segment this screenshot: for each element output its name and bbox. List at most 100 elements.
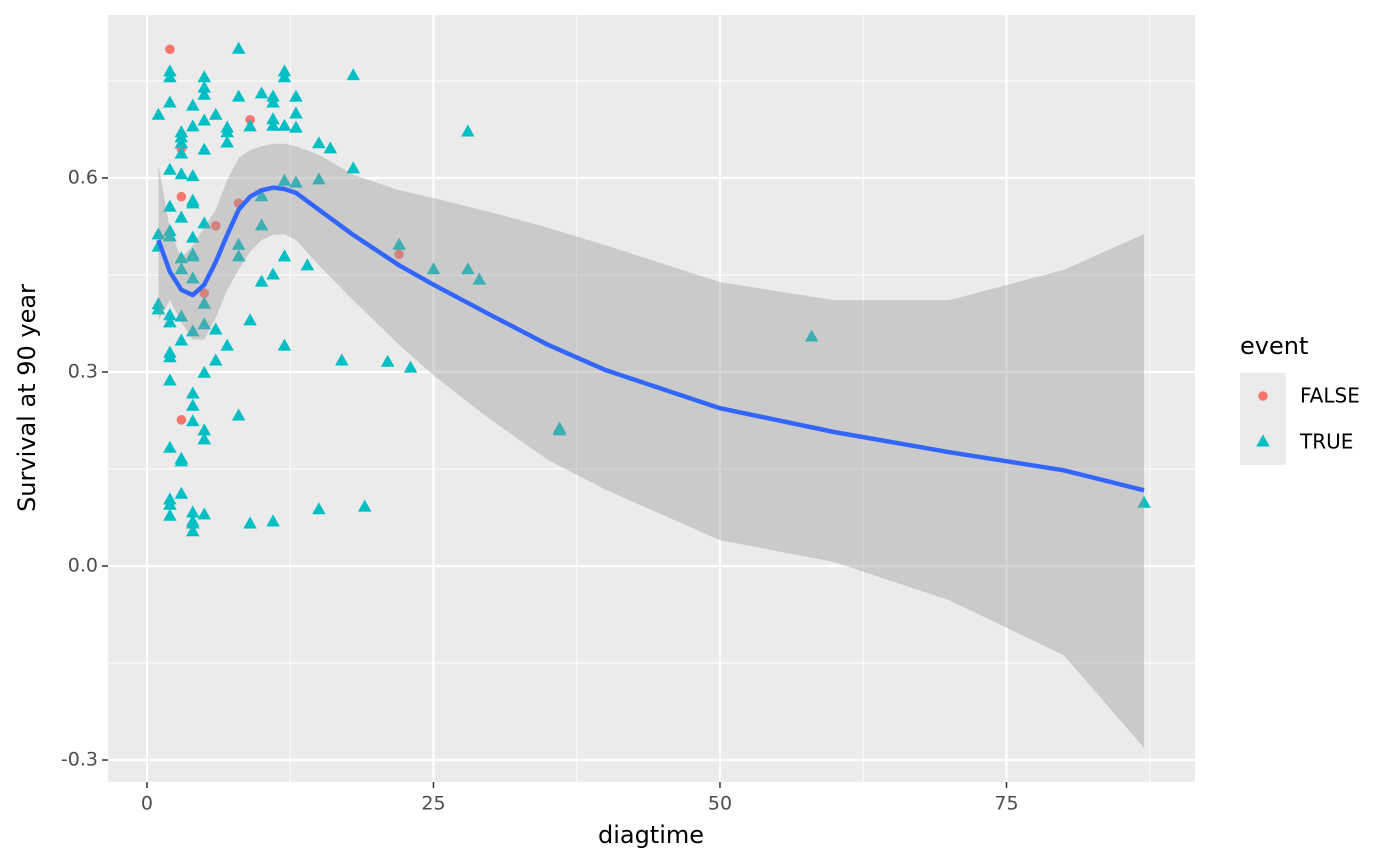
point bbox=[197, 296, 212, 309]
point bbox=[163, 70, 177, 83]
point bbox=[197, 365, 212, 378]
point bbox=[163, 497, 177, 510]
point bbox=[380, 354, 395, 367]
y-tick-label: 0.6 bbox=[68, 166, 98, 188]
point bbox=[254, 274, 269, 287]
x-tick-label: 25 bbox=[421, 793, 445, 815]
point bbox=[174, 262, 189, 275]
point bbox=[199, 288, 210, 298]
point bbox=[243, 516, 257, 529]
point bbox=[186, 324, 200, 337]
point bbox=[394, 249, 404, 260]
x-axis-title: diagtime bbox=[598, 821, 704, 849]
point bbox=[312, 172, 326, 185]
point bbox=[300, 258, 315, 271]
point bbox=[277, 249, 292, 262]
point bbox=[231, 408, 246, 421]
point bbox=[461, 124, 475, 137]
point bbox=[210, 221, 221, 231]
point bbox=[163, 508, 177, 521]
point bbox=[174, 486, 189, 499]
point bbox=[312, 136, 326, 149]
point bbox=[289, 89, 303, 102]
point bbox=[243, 119, 257, 132]
point bbox=[197, 317, 212, 330]
point bbox=[231, 237, 246, 250]
legend-label: FALSE bbox=[1300, 384, 1360, 408]
point bbox=[231, 41, 246, 54]
point bbox=[186, 98, 200, 111]
y-tick-label: 0.3 bbox=[68, 360, 98, 382]
point bbox=[289, 106, 303, 119]
point bbox=[151, 107, 166, 120]
point bbox=[186, 524, 200, 537]
point bbox=[174, 333, 189, 346]
point bbox=[254, 86, 269, 99]
y-axis-title: Survival at 90 year bbox=[13, 284, 41, 512]
point bbox=[174, 136, 189, 149]
point bbox=[163, 199, 177, 212]
x-tick-label: 50 bbox=[708, 793, 732, 815]
point bbox=[197, 70, 212, 83]
legend-label: TRUE bbox=[1299, 430, 1353, 454]
point bbox=[254, 189, 269, 202]
legend-marker bbox=[1258, 391, 1268, 401]
point bbox=[426, 262, 441, 275]
point bbox=[220, 338, 234, 351]
point bbox=[197, 507, 212, 520]
point bbox=[186, 414, 200, 427]
point bbox=[231, 249, 246, 262]
legend-title: event bbox=[1240, 332, 1308, 360]
point bbox=[804, 329, 819, 342]
y-tick-label: -0.3 bbox=[61, 749, 98, 771]
point bbox=[186, 169, 200, 182]
point bbox=[357, 499, 372, 512]
point bbox=[289, 175, 303, 188]
point bbox=[197, 216, 212, 229]
point bbox=[208, 353, 223, 366]
x-tick-label: 75 bbox=[994, 793, 1018, 815]
point bbox=[197, 80, 212, 93]
point bbox=[176, 191, 187, 202]
point bbox=[254, 218, 269, 231]
point bbox=[312, 502, 326, 515]
smooth-line bbox=[156, 185, 1145, 493]
point bbox=[163, 229, 177, 242]
point bbox=[186, 505, 200, 518]
y-tick-label: 0.0 bbox=[68, 554, 98, 576]
point bbox=[243, 313, 257, 326]
point bbox=[346, 161, 360, 174]
point bbox=[461, 262, 475, 275]
point bbox=[277, 173, 292, 186]
point bbox=[220, 125, 234, 138]
point bbox=[186, 230, 200, 243]
point bbox=[151, 302, 166, 315]
point bbox=[163, 308, 177, 321]
point bbox=[186, 271, 200, 284]
point bbox=[174, 146, 189, 159]
point bbox=[165, 44, 175, 55]
point bbox=[266, 112, 280, 125]
point bbox=[472, 272, 487, 285]
point bbox=[163, 350, 177, 363]
point bbox=[163, 440, 177, 453]
point bbox=[266, 267, 280, 280]
point bbox=[197, 432, 212, 445]
point bbox=[208, 107, 223, 120]
point bbox=[174, 309, 189, 322]
point bbox=[392, 237, 406, 250]
point bbox=[186, 516, 200, 529]
point bbox=[346, 68, 360, 81]
point bbox=[197, 87, 212, 100]
point bbox=[323, 141, 338, 154]
point bbox=[220, 135, 234, 148]
point bbox=[163, 373, 177, 386]
point bbox=[174, 167, 189, 180]
point bbox=[186, 196, 200, 209]
point bbox=[552, 423, 567, 436]
point bbox=[335, 353, 349, 366]
point bbox=[277, 338, 292, 351]
point bbox=[266, 118, 280, 131]
point bbox=[197, 113, 212, 126]
